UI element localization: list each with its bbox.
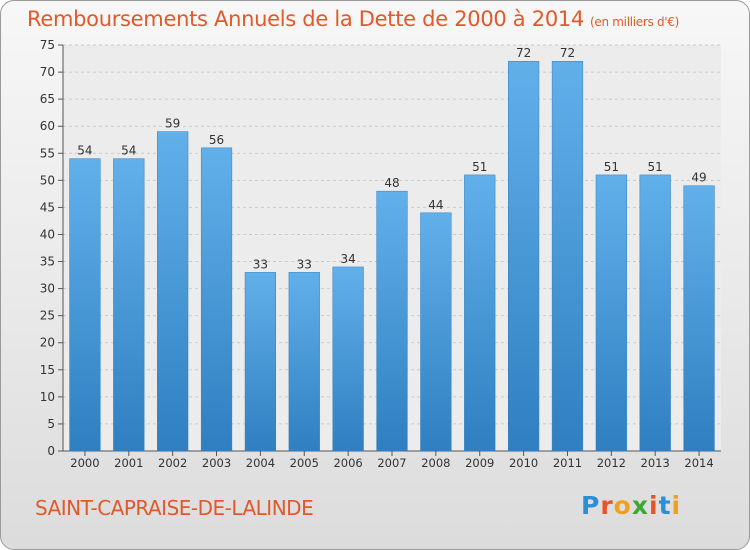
logo-letter: t	[658, 491, 672, 520]
data-label-2003: 56	[209, 133, 224, 147]
bar-2004	[244, 272, 277, 452]
proxiti-logo: Proxiti	[581, 491, 681, 520]
y-tick-label: 70	[40, 65, 55, 79]
bar-2012	[595, 174, 627, 452]
logo-letter: o	[613, 491, 632, 520]
y-tick-label: 75	[40, 38, 55, 52]
bar-2000	[69, 158, 101, 452]
y-tick-label: 65	[40, 92, 55, 106]
x-tick-label-2000: 2000	[70, 456, 99, 470]
logo-letter: i	[649, 491, 659, 520]
data-label-2006: 34	[340, 252, 355, 266]
data-label-2012: 51	[604, 160, 619, 174]
data-label-2008: 44	[428, 198, 443, 212]
bar-2010	[507, 60, 540, 452]
bar-2003	[200, 147, 233, 452]
x-tick-label-2001: 2001	[114, 456, 143, 470]
x-tick-label-2003: 2003	[202, 456, 231, 470]
y-tick-label: 60	[40, 119, 55, 133]
data-label-2004: 33	[253, 257, 268, 271]
data-label-2010: 72	[516, 46, 531, 60]
y-tick-label: 50	[40, 173, 55, 187]
y-tick-label: 0	[47, 444, 55, 458]
chart-title: Remboursements Annuels de la Dette de 20…	[27, 7, 679, 31]
bar-2013	[639, 174, 671, 452]
data-label-2009: 51	[472, 160, 487, 174]
x-tick-label-2011: 2011	[553, 456, 582, 470]
x-tick-label-2007: 2007	[377, 456, 406, 470]
data-label-2014: 49	[691, 171, 706, 185]
y-tick-label: 15	[40, 363, 55, 377]
bar-2008	[420, 212, 452, 452]
data-label-2007: 48	[384, 176, 399, 190]
bar-2009	[464, 174, 496, 452]
y-tick-label: 35	[40, 255, 55, 269]
y-tick-label: 55	[40, 146, 55, 160]
bar-2014	[683, 185, 715, 452]
bar-2005	[288, 272, 320, 452]
bar-2001	[113, 158, 145, 452]
x-tick-label-2005: 2005	[290, 456, 319, 470]
y-tick-label: 40	[40, 227, 55, 241]
logo-letter: P	[581, 491, 601, 520]
data-label-2005: 33	[297, 257, 312, 271]
x-tick-label-2013: 2013	[641, 456, 670, 470]
data-label-2011: 72	[560, 46, 575, 60]
x-tick-label-2010: 2010	[509, 456, 538, 470]
bar-2006	[332, 266, 364, 452]
x-tick-label-2008: 2008	[421, 456, 450, 470]
x-tick-label-2006: 2006	[333, 456, 362, 470]
y-tick-label: 30	[40, 282, 55, 296]
bar-2002	[157, 131, 189, 452]
y-tick-label: 5	[47, 417, 55, 431]
y-tick-label: 20	[40, 336, 55, 350]
data-label-2001: 54	[121, 144, 136, 158]
x-tick-label-2009: 2009	[465, 456, 494, 470]
logo-letter: x	[631, 491, 649, 520]
x-tick-label-2014: 2014	[684, 456, 713, 470]
logo-letter: r	[600, 491, 614, 520]
chart-title-text: Remboursements Annuels de la Dette de 20…	[27, 7, 584, 31]
y-tick-label: 10	[40, 390, 55, 404]
x-tick-label-2004: 2004	[246, 456, 275, 470]
x-tick-label-2002: 2002	[158, 456, 187, 470]
chart-unit-label: (en milliers d'€)	[590, 15, 680, 29]
data-label-2000: 54	[77, 144, 92, 158]
y-tick-label: 45	[40, 200, 55, 214]
logo-letter: i	[671, 491, 682, 520]
y-tick-label: 25	[40, 309, 55, 323]
bar-2011	[551, 60, 584, 452]
data-label-2002: 59	[165, 117, 180, 131]
x-tick-label-2012: 2012	[597, 456, 626, 470]
commune-name: SAINT-CAPRAISE-DE-LALINDE	[35, 496, 314, 520]
data-label-2013: 51	[648, 160, 663, 174]
bar-2007	[376, 190, 408, 452]
